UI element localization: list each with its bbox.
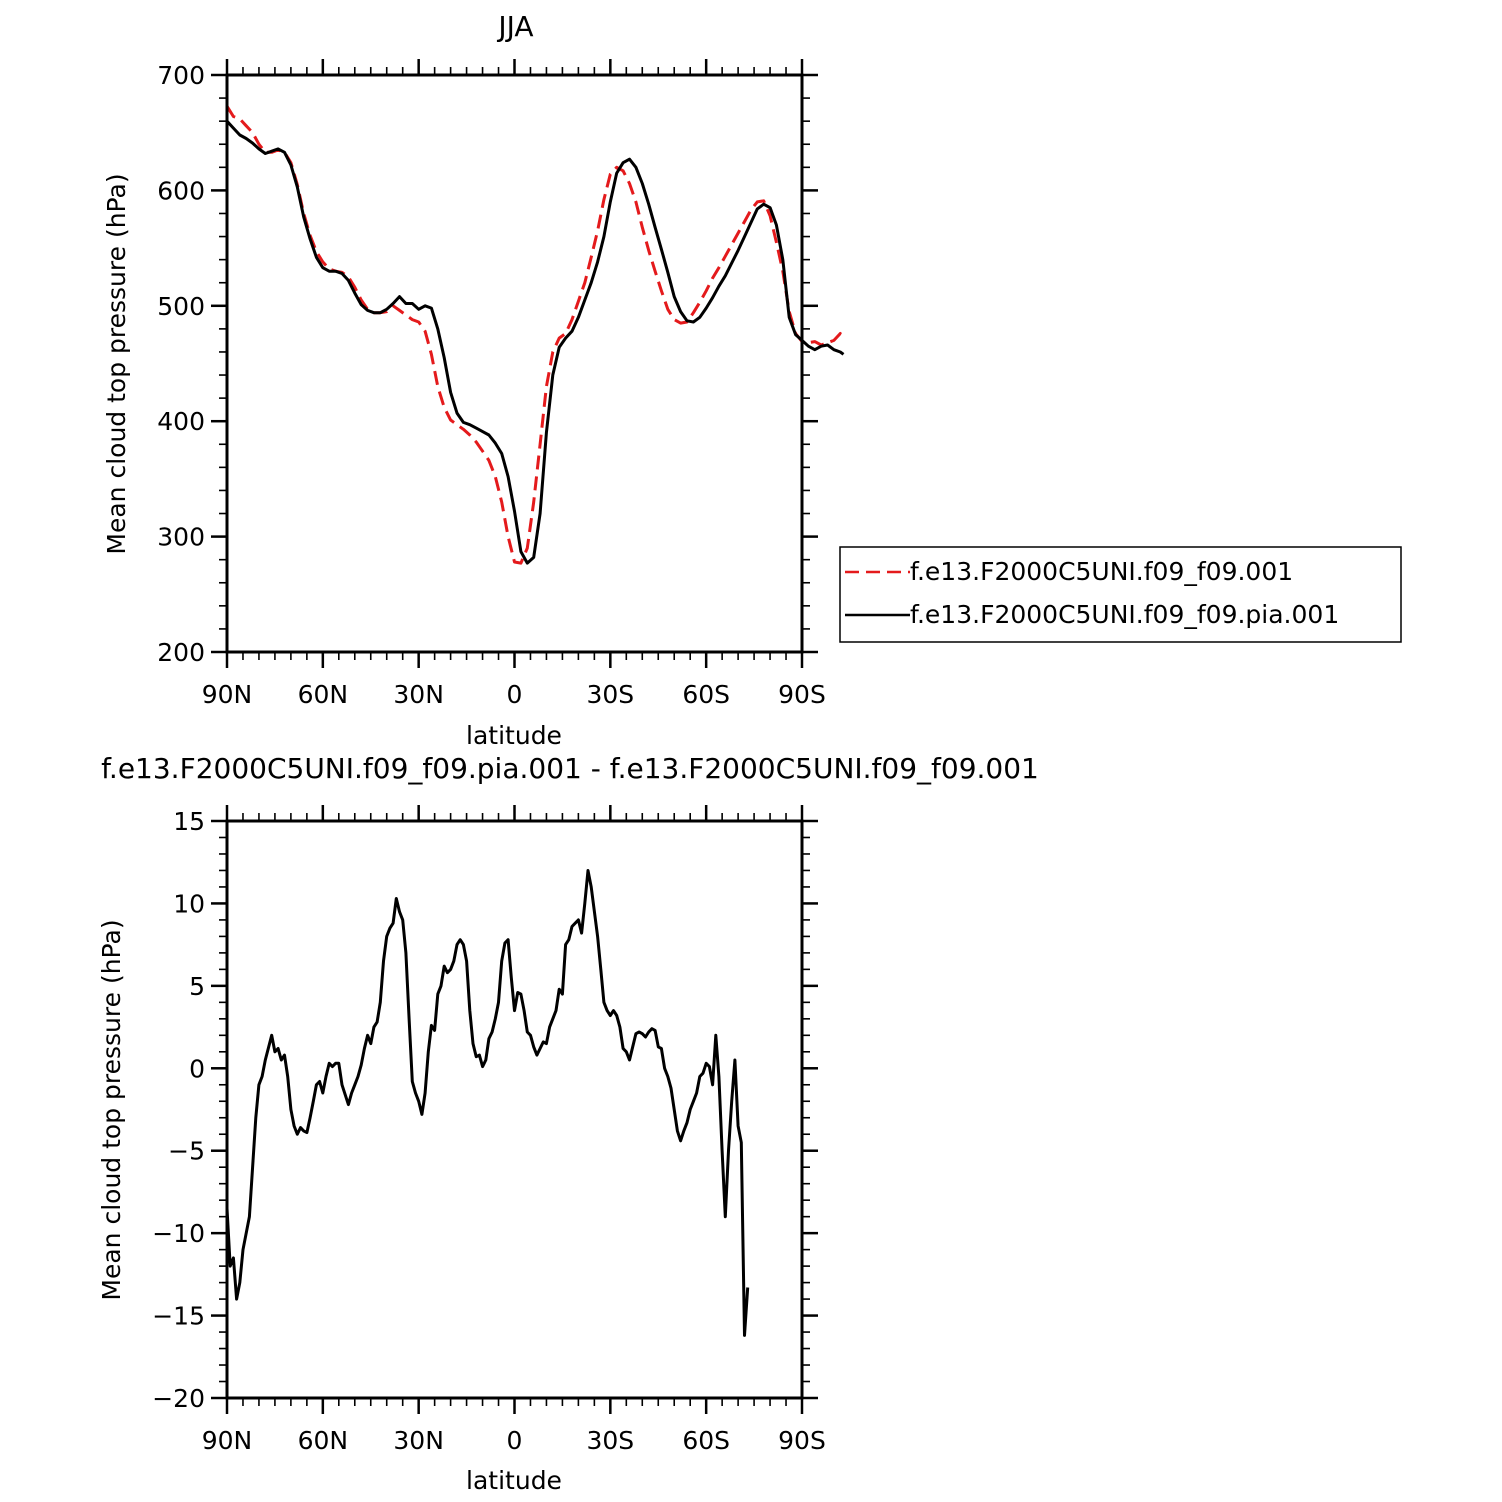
bottom-chart-series-line-0 <box>225 869 750 1337</box>
top-chart-series <box>225 105 845 565</box>
top-chart-y-tick-label: 500 <box>157 292 205 321</box>
top-chart-x-tick-label: 30N <box>393 680 444 709</box>
top-chart-y-tick-label: 300 <box>157 523 205 552</box>
bottom-chart-x-tick-label: 30N <box>393 1426 444 1455</box>
bottom-chart-y-tick-label: 5 <box>189 972 205 1001</box>
bottom-chart-x-tick-label: 60S <box>682 1426 730 1455</box>
top-chart-x-tick-label: 90S <box>778 680 826 709</box>
bottom-chart-series <box>225 869 750 1337</box>
bottom-chart-y-tick-label: −20 <box>152 1384 205 1413</box>
top-chart-x-tick-label: 60S <box>682 680 730 709</box>
bottom-chart-x-tick-label: 30S <box>586 1426 634 1455</box>
top-chart-x-tick-label: 30S <box>586 680 634 709</box>
top-chart-x-tick-label: 0 <box>507 680 523 709</box>
top-chart-y-axis-label: Mean cloud top pressure (hPa) <box>102 173 131 554</box>
top-chart-y-tick-label: 600 <box>157 176 205 205</box>
top-chart-x-tick-label: 60N <box>298 680 349 709</box>
bottom-chart-y-tick-label: 0 <box>189 1054 205 1083</box>
top-chart-series-line-0 <box>225 105 845 565</box>
bottom-chart-panel: f.e13.F2000C5UNI.f09_f09.pia.001 - f.e13… <box>97 752 1039 1495</box>
bottom-chart-y-axis-label: Mean cloud top pressure (hPa) <box>97 919 126 1300</box>
bottom-chart-y-tick-label: −5 <box>168 1137 205 1166</box>
bottom-chart-x-tick-label: 90N <box>202 1426 253 1455</box>
top-chart-series-line-1 <box>225 120 845 565</box>
top-chart-x-tick-label: 90N <box>202 680 253 709</box>
bottom-chart-x-tick-label: 0 <box>507 1426 523 1455</box>
legend: f.e13.F2000C5UNI.f09_f09.001 f.e13.F2000… <box>839 546 1402 643</box>
bottom-chart-axes: −20 −15 −10 −5 0 5 10 15 90N 60N 30N 0 30S 60S 90S <box>152 805 826 1455</box>
bottom-chart-x-axis-label: latitude <box>466 1466 562 1495</box>
legend-entry-pia: f.e13.F2000C5UNI.f09_f09.pia.001 <box>910 600 1339 629</box>
top-chart-title: JJA <box>496 10 533 43</box>
top-chart-y-tick-label: 700 <box>157 61 205 90</box>
top-chart-frame <box>225 73 804 654</box>
bottom-chart-x-tick-label: 90S <box>778 1426 826 1455</box>
top-chart-y-tick-label: 400 <box>157 407 205 436</box>
bottom-chart-y-tick-label: −15 <box>152 1302 205 1331</box>
bottom-chart-frame <box>225 819 804 1400</box>
top-chart-axes: 200 300 400 500 600 700 90N 60N 30N 0 30S 60S 90S <box>157 59 826 709</box>
bottom-chart-x-tick-label: 60N <box>298 1426 349 1455</box>
top-chart-x-axis-label: latitude <box>466 721 562 750</box>
top-chart-panel: JJA 200 300 400 500 600 700 90N 60N 30N 0 30S 60S 90… <box>102 10 845 750</box>
legend-box <box>839 546 1402 643</box>
bottom-chart-y-tick-label: 15 <box>173 807 205 836</box>
top-chart-y-tick-label: 200 <box>157 638 205 667</box>
bottom-chart-title: f.e13.F2000C5UNI.f09_f09.pia.001 - f.e13… <box>101 752 1039 785</box>
legend-entry-control: f.e13.F2000C5UNI.f09_f09.001 <box>910 557 1293 586</box>
bottom-chart-y-tick-label: −10 <box>152 1219 205 1248</box>
bottom-chart-y-tick-label: 10 <box>173 889 205 918</box>
